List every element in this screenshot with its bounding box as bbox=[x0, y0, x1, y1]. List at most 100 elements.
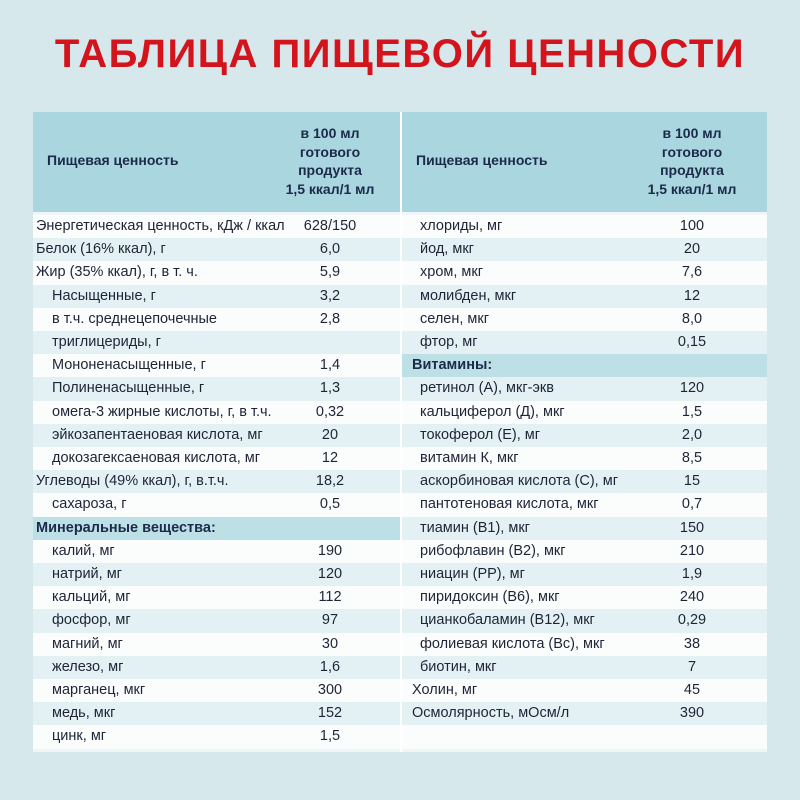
row-value: 628/150 bbox=[303, 218, 357, 234]
table-row bbox=[33, 331, 400, 355]
table-row bbox=[33, 215, 400, 239]
table-row bbox=[402, 609, 767, 633]
table-half: Пищевая ценность в 100 мл готового продукта… bbox=[402, 112, 767, 752]
table-row bbox=[33, 655, 400, 679]
row-label: триглицериды, г bbox=[52, 334, 161, 350]
table-row bbox=[402, 586, 767, 610]
column-header: в 100 мл готового продукта 1,5 ккал/1 мл bbox=[265, 124, 395, 198]
divider bbox=[400, 112, 402, 752]
row-value: 8,0 bbox=[681, 310, 703, 327]
table-row bbox=[402, 423, 767, 447]
table-row bbox=[33, 470, 400, 494]
row-label: Полиненасыщенные, г bbox=[52, 380, 205, 397]
table-row bbox=[402, 702, 767, 726]
table-row bbox=[33, 307, 400, 331]
row-value: 0,15 bbox=[677, 334, 707, 350]
row-label: биотин, мкг bbox=[420, 658, 497, 675]
row-label: аскорбиновая кислота (С), мг bbox=[420, 473, 618, 490]
column-header: Пищевая ценность bbox=[416, 152, 548, 168]
row-label: магний, мг bbox=[52, 635, 123, 652]
table-row bbox=[402, 655, 767, 679]
row-label: фтор, мг bbox=[420, 334, 478, 350]
row-label: в т.ч. среднецепочечные bbox=[52, 310, 217, 327]
row-label: токоферол (Е), мг bbox=[420, 426, 541, 443]
table-row bbox=[402, 238, 767, 262]
row-label: хром, мкг bbox=[420, 264, 484, 281]
table-row bbox=[33, 354, 400, 378]
row-label: ниацин (РР), мг bbox=[420, 566, 525, 582]
row-value: 1,4 bbox=[319, 357, 341, 374]
table-row bbox=[402, 470, 767, 494]
row-value: 390 bbox=[679, 705, 705, 722]
row-value: 12 bbox=[321, 450, 339, 466]
row-label: эйкозапентаеновая кислота, мг bbox=[52, 426, 263, 443]
row-value: 97 bbox=[321, 612, 339, 629]
header-line: 1,5 ккал/1 мл bbox=[285, 180, 375, 197]
table-row bbox=[402, 215, 767, 239]
header-row: Пищевая ценность в 100 мл готового продукта… bbox=[33, 112, 400, 212]
row-label: ретинол (А), мкг-экв bbox=[420, 380, 554, 397]
row-value: 20 bbox=[321, 426, 339, 443]
row-label: Холин, мг bbox=[412, 682, 478, 698]
row-value: 120 bbox=[317, 566, 343, 582]
header-line: продукта bbox=[660, 162, 724, 178]
table-row bbox=[402, 563, 767, 587]
row-label: Насыщенные, г bbox=[52, 287, 156, 304]
row-label: цианкобаламин (В12), мкг bbox=[420, 612, 595, 629]
table-row bbox=[33, 563, 400, 587]
nutrition-table: Пищевая ценность в 100 мл готового продукта… bbox=[33, 112, 767, 752]
row-label: Углеводы (49% ккал), г, в.т.ч. bbox=[36, 473, 229, 490]
row-value: 210 bbox=[679, 542, 705, 559]
row-label: молибден, мкг bbox=[420, 287, 517, 304]
row-label: Мононенасыщенные, г bbox=[52, 357, 206, 374]
header-line: готового bbox=[661, 143, 723, 160]
row-value: 0,29 bbox=[677, 612, 707, 629]
section-row: Витамины: bbox=[402, 354, 767, 378]
table-row bbox=[402, 331, 767, 355]
section-title: Витамины: bbox=[412, 357, 493, 374]
row-value: 0,5 bbox=[319, 496, 341, 513]
row-value: 120 bbox=[679, 380, 705, 397]
header-line: в 100 мл bbox=[662, 125, 722, 141]
table-row bbox=[33, 609, 400, 633]
row-label: Осмолярность, мОсм/л bbox=[412, 705, 570, 722]
row-value: 3,2 bbox=[319, 287, 341, 304]
row-label: Жир (35% ккал), г, в т. ч. bbox=[36, 264, 198, 281]
row-label: докозагексаеновая кислота, мг bbox=[52, 450, 261, 466]
row-value: 1,5 bbox=[681, 403, 703, 420]
row-value: 18,2 bbox=[315, 473, 345, 490]
row-label: медь, мкг bbox=[52, 705, 116, 722]
table-row bbox=[33, 632, 400, 656]
row-label: рибофлавин (В2), мкг bbox=[420, 542, 566, 559]
table-row bbox=[33, 725, 400, 749]
row-label: кальциферол (Д), мкг bbox=[420, 403, 565, 420]
title: ТАБЛИЦА ПИЩЕВОЙ ЦЕННОСТИ bbox=[54, 32, 746, 76]
table-row bbox=[33, 702, 400, 726]
row-value: 152 bbox=[317, 705, 343, 722]
row-value: 300 bbox=[317, 682, 343, 698]
row-label: железо, мг bbox=[52, 658, 124, 675]
table-row bbox=[402, 400, 767, 424]
row-value: 240 bbox=[679, 589, 705, 606]
row-value: 5,9 bbox=[319, 264, 341, 281]
row-value: 38 bbox=[683, 635, 701, 652]
row-label: йод, мкг bbox=[420, 241, 474, 258]
row-value: 150 bbox=[679, 519, 705, 536]
row-value: 6,0 bbox=[319, 241, 341, 258]
row-label: витамин К, мкг bbox=[420, 450, 519, 466]
table-row bbox=[33, 539, 400, 563]
table-row bbox=[33, 679, 400, 703]
row-value: 2,0 bbox=[681, 426, 703, 443]
row-value: 7,6 bbox=[681, 264, 703, 281]
row-label: пантотеновая кислота, мкг bbox=[420, 496, 599, 513]
row-value: 100 bbox=[679, 218, 705, 234]
table-row bbox=[402, 447, 767, 471]
table-row bbox=[402, 539, 767, 563]
row-label: Белок (16% ккал), г bbox=[36, 241, 166, 258]
table-row bbox=[33, 284, 400, 308]
section-row: Минеральные вещества: bbox=[33, 516, 400, 540]
header-line: 1,5 ккал/1 мл bbox=[647, 180, 737, 197]
row-label: натрий, мг bbox=[52, 566, 122, 582]
section-title: Минеральные вещества: bbox=[36, 519, 216, 536]
